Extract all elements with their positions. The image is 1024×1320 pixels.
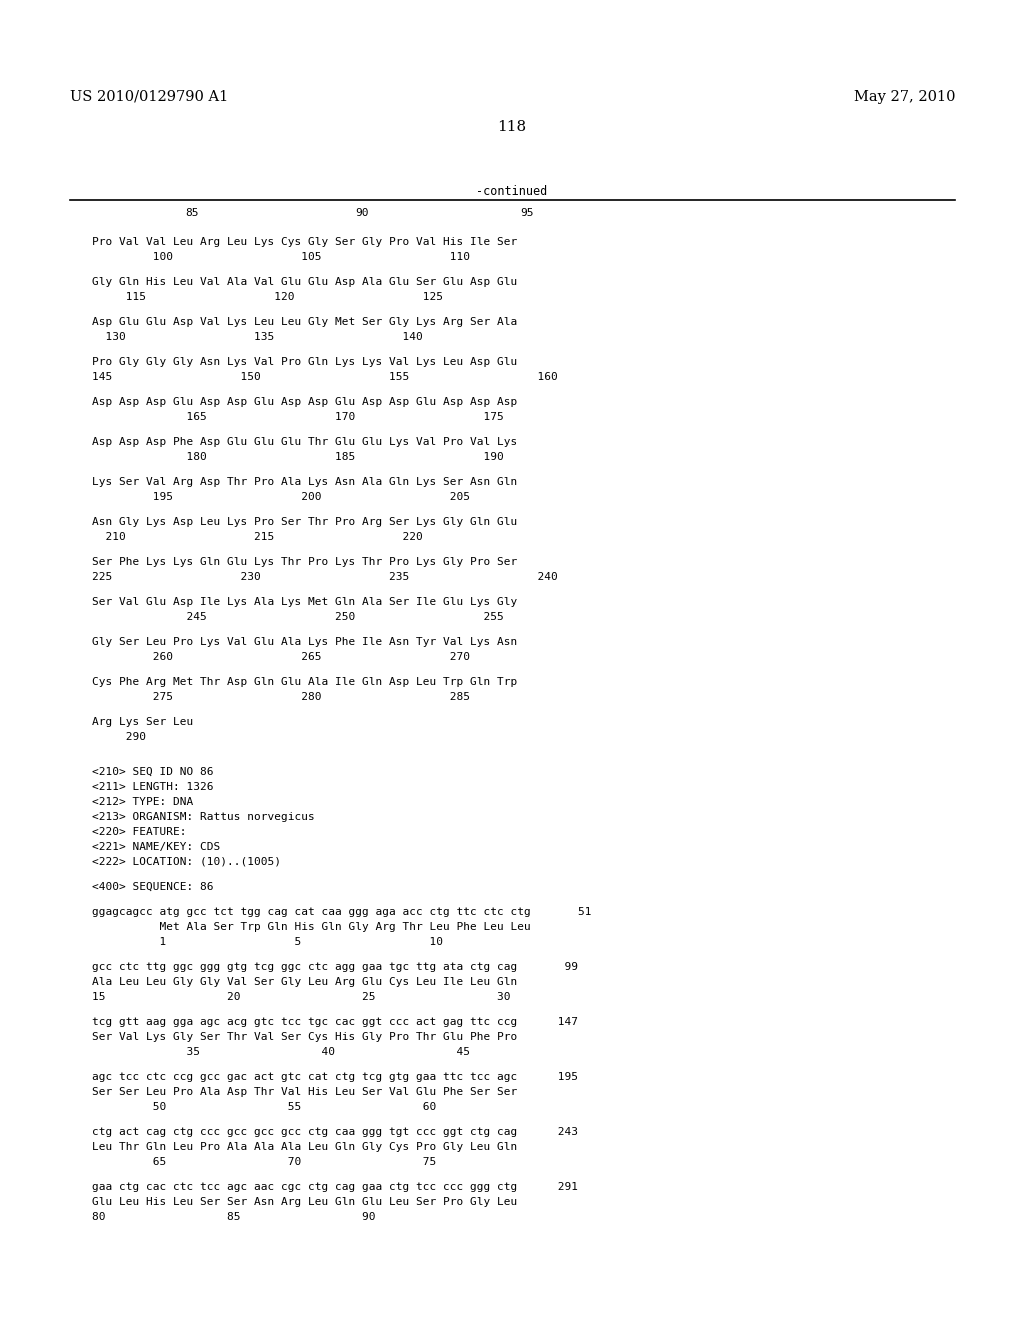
- Text: ggagcagcc atg gcc tct tgg cag cat caa ggg aga acc ctg ttc ctc ctg       51: ggagcagcc atg gcc tct tgg cag cat caa gg…: [92, 907, 592, 917]
- Text: 50                  55                  60: 50 55 60: [92, 1102, 436, 1111]
- Text: Arg Lys Ser Leu: Arg Lys Ser Leu: [92, 717, 194, 727]
- Text: 130                   135                   140: 130 135 140: [92, 333, 423, 342]
- Text: 245                   250                   255: 245 250 255: [92, 612, 504, 622]
- Text: 100                   105                   110: 100 105 110: [92, 252, 470, 261]
- Text: <211> LENGTH: 1326: <211> LENGTH: 1326: [92, 781, 213, 792]
- Text: Gly Gln His Leu Val Ala Val Glu Glu Asp Ala Glu Ser Glu Asp Glu: Gly Gln His Leu Val Ala Val Glu Glu Asp …: [92, 277, 517, 286]
- Text: Ser Val Lys Gly Ser Thr Val Ser Cys His Gly Pro Thr Glu Phe Pro: Ser Val Lys Gly Ser Thr Val Ser Cys His …: [92, 1032, 517, 1041]
- Text: 95: 95: [520, 209, 534, 218]
- Text: 145                   150                   155                   160: 145 150 155 160: [92, 372, 558, 381]
- Text: agc tcc ctc ccg gcc gac act gtc cat ctg tcg gtg gaa ttc tcc agc      195: agc tcc ctc ccg gcc gac act gtc cat ctg …: [92, 1072, 578, 1082]
- Text: 80                  85                  90: 80 85 90: [92, 1212, 376, 1222]
- Text: Pro Gly Gly Gly Asn Lys Val Pro Gln Lys Lys Val Lys Leu Asp Glu: Pro Gly Gly Gly Asn Lys Val Pro Gln Lys …: [92, 356, 517, 367]
- Text: 65                  70                  75: 65 70 75: [92, 1158, 436, 1167]
- Text: US 2010/0129790 A1: US 2010/0129790 A1: [70, 90, 228, 104]
- Text: <220> FEATURE:: <220> FEATURE:: [92, 828, 186, 837]
- Text: Ala Leu Leu Gly Gly Val Ser Gly Leu Arg Glu Cys Leu Ile Leu Gln: Ala Leu Leu Gly Gly Val Ser Gly Leu Arg …: [92, 977, 517, 987]
- Text: <212> TYPE: DNA: <212> TYPE: DNA: [92, 797, 194, 807]
- Text: tcg gtt aag gga agc acg gtc tcc tgc cac ggt ccc act gag ttc ccg      147: tcg gtt aag gga agc acg gtc tcc tgc cac …: [92, 1016, 578, 1027]
- Text: 1                   5                   10: 1 5 10: [92, 937, 443, 946]
- Text: Asn Gly Lys Asp Leu Lys Pro Ser Thr Pro Arg Ser Lys Gly Gln Glu: Asn Gly Lys Asp Leu Lys Pro Ser Thr Pro …: [92, 517, 517, 527]
- Text: Ser Ser Leu Pro Ala Asp Thr Val His Leu Ser Val Glu Phe Ser Ser: Ser Ser Leu Pro Ala Asp Thr Val His Leu …: [92, 1086, 517, 1097]
- Text: Met Ala Ser Trp Gln His Gln Gly Arg Thr Leu Phe Leu Leu: Met Ala Ser Trp Gln His Gln Gly Arg Thr …: [92, 921, 530, 932]
- Text: Lys Ser Val Arg Asp Thr Pro Ala Lys Asn Ala Gln Lys Ser Asn Gln: Lys Ser Val Arg Asp Thr Pro Ala Lys Asn …: [92, 477, 517, 487]
- Text: 85: 85: [185, 209, 199, 218]
- Text: <210> SEQ ID NO 86: <210> SEQ ID NO 86: [92, 767, 213, 777]
- Text: Pro Val Val Leu Arg Leu Lys Cys Gly Ser Gly Pro Val His Ile Ser: Pro Val Val Leu Arg Leu Lys Cys Gly Ser …: [92, 238, 517, 247]
- Text: May 27, 2010: May 27, 2010: [853, 90, 955, 104]
- Text: Glu Leu His Leu Ser Ser Asn Arg Leu Gln Glu Leu Ser Pro Gly Leu: Glu Leu His Leu Ser Ser Asn Arg Leu Gln …: [92, 1197, 517, 1206]
- Text: <221> NAME/KEY: CDS: <221> NAME/KEY: CDS: [92, 842, 220, 851]
- Text: 118: 118: [498, 120, 526, 135]
- Text: 15                  20                  25                  30: 15 20 25 30: [92, 993, 511, 1002]
- Text: 180                   185                   190: 180 185 190: [92, 451, 504, 462]
- Text: 115                   120                   125: 115 120 125: [92, 292, 443, 302]
- Text: -continued: -continued: [476, 185, 548, 198]
- Text: 290: 290: [92, 733, 146, 742]
- Text: 210                   215                   220: 210 215 220: [92, 532, 423, 543]
- Text: Asp Glu Glu Asp Val Lys Leu Leu Gly Met Ser Gly Lys Arg Ser Ala: Asp Glu Glu Asp Val Lys Leu Leu Gly Met …: [92, 317, 517, 327]
- Text: Ser Val Glu Asp Ile Lys Ala Lys Met Gln Ala Ser Ile Glu Lys Gly: Ser Val Glu Asp Ile Lys Ala Lys Met Gln …: [92, 597, 517, 607]
- Text: 35                  40                  45: 35 40 45: [92, 1047, 470, 1057]
- Text: Ser Phe Lys Lys Gln Glu Lys Thr Pro Lys Thr Pro Lys Gly Pro Ser: Ser Phe Lys Lys Gln Glu Lys Thr Pro Lys …: [92, 557, 517, 568]
- Text: ctg act cag ctg ccc gcc gcc gcc ctg caa ggg tgt ccc ggt ctg cag      243: ctg act cag ctg ccc gcc gcc gcc ctg caa …: [92, 1127, 578, 1137]
- Text: 90: 90: [355, 209, 369, 218]
- Text: 225                   230                   235                   240: 225 230 235 240: [92, 572, 558, 582]
- Text: <222> LOCATION: (10)..(1005): <222> LOCATION: (10)..(1005): [92, 857, 281, 867]
- Text: 275                   280                   285: 275 280 285: [92, 692, 470, 702]
- Text: 165                   170                   175: 165 170 175: [92, 412, 504, 422]
- Text: <213> ORGANISM: Rattus norvegicus: <213> ORGANISM: Rattus norvegicus: [92, 812, 314, 822]
- Text: <400> SEQUENCE: 86: <400> SEQUENCE: 86: [92, 882, 213, 892]
- Text: Cys Phe Arg Met Thr Asp Gln Glu Ala Ile Gln Asp Leu Trp Gln Trp: Cys Phe Arg Met Thr Asp Gln Glu Ala Ile …: [92, 677, 517, 686]
- Text: Gly Ser Leu Pro Lys Val Glu Ala Lys Phe Ile Asn Tyr Val Lys Asn: Gly Ser Leu Pro Lys Val Glu Ala Lys Phe …: [92, 638, 517, 647]
- Text: 195                   200                   205: 195 200 205: [92, 492, 470, 502]
- Text: gaa ctg cac ctc tcc agc aac cgc ctg cag gaa ctg tcc ccc ggg ctg      291: gaa ctg cac ctc tcc agc aac cgc ctg cag …: [92, 1181, 578, 1192]
- Text: gcc ctc ttg ggc ggg gtg tcg ggc ctc agg gaa tgc ttg ata ctg cag       99: gcc ctc ttg ggc ggg gtg tcg ggc ctc agg …: [92, 962, 578, 972]
- Text: Asp Asp Asp Glu Asp Asp Glu Asp Asp Glu Asp Asp Glu Asp Asp Asp: Asp Asp Asp Glu Asp Asp Glu Asp Asp Glu …: [92, 397, 517, 407]
- Text: Asp Asp Asp Phe Asp Glu Glu Glu Thr Glu Glu Lys Val Pro Val Lys: Asp Asp Asp Phe Asp Glu Glu Glu Thr Glu …: [92, 437, 517, 447]
- Text: Leu Thr Gln Leu Pro Ala Ala Ala Leu Gln Gly Cys Pro Gly Leu Gln: Leu Thr Gln Leu Pro Ala Ala Ala Leu Gln …: [92, 1142, 517, 1152]
- Text: 260                   265                   270: 260 265 270: [92, 652, 470, 663]
